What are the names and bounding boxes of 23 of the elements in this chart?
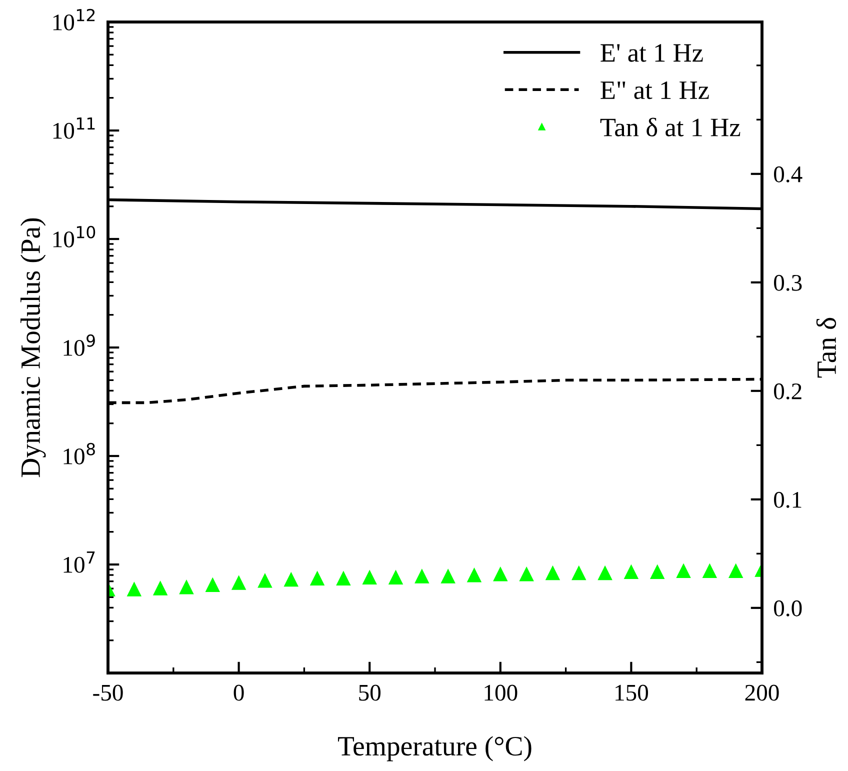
legend-label: E' at 1 Hz bbox=[600, 44, 703, 62]
legend-label: Tan δ at 1 Hz bbox=[600, 118, 740, 136]
y-axis-title: Dynamic Modulus (Pa) bbox=[20, 218, 46, 478]
y2-tick-label: 0.2 bbox=[774, 383, 802, 400]
x-tick-label: 50 bbox=[359, 684, 381, 701]
y2-tick-label: 0.1 bbox=[774, 492, 802, 508]
x-tick-label: 0 bbox=[234, 684, 244, 701]
y-tick-label: 10$^{10}$ bbox=[53, 226, 96, 248]
y-tick-label: 10$^{11}$ bbox=[53, 117, 95, 139]
y-tick-label: 10$^{12}$ bbox=[53, 8, 95, 30]
x-tick-label: -50 bbox=[93, 684, 123, 701]
y2-tick-label: 0.4 bbox=[774, 166, 802, 182]
x-tick-label: 100 bbox=[484, 684, 518, 701]
y2-tick-label: 0.3 bbox=[774, 274, 802, 291]
x-tick-label: 200 bbox=[745, 684, 779, 701]
y-tick-label: 10$^{7}$ bbox=[64, 551, 95, 573]
x-tick-label: 150 bbox=[616, 684, 648, 701]
y2-tick-label: 0.0 bbox=[774, 600, 802, 616]
x-axis-title: Temperature (°C) bbox=[338, 736, 532, 762]
y2-axis-title: Tan δ bbox=[816, 318, 836, 378]
legend-label: E" at 1 Hz bbox=[600, 81, 709, 100]
y-tick-label: 10$^{8}$ bbox=[64, 442, 95, 464]
y-tick-label: 10$^{9}$ bbox=[64, 334, 95, 356]
